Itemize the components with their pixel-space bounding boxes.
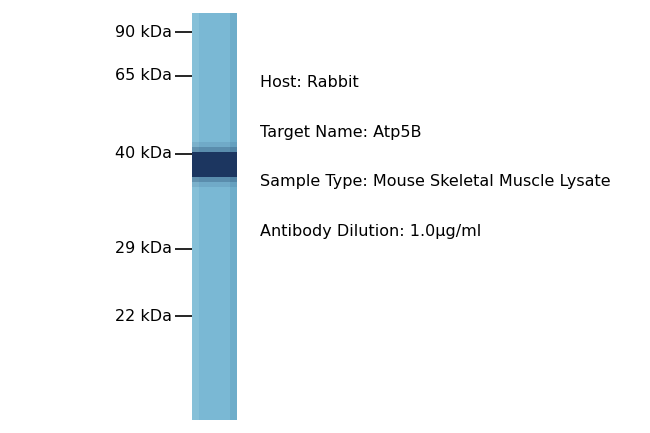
Text: Antibody Dilution: 1.0µg/ml: Antibody Dilution: 1.0µg/ml	[260, 224, 481, 239]
Text: Target Name: Atp5B: Target Name: Atp5B	[260, 125, 421, 139]
Text: 22 kDa: 22 kDa	[115, 309, 172, 323]
Text: 29 kDa: 29 kDa	[115, 242, 172, 256]
Bar	[192, 142, 237, 152]
Bar	[192, 177, 237, 187]
Bar	[192, 147, 237, 152]
Text: Sample Type: Mouse Skeletal Muscle Lysate: Sample Type: Mouse Skeletal Muscle Lysat…	[260, 174, 610, 189]
Text: 90 kDa: 90 kDa	[115, 25, 172, 40]
Bar	[230, 13, 237, 420]
Text: 65 kDa: 65 kDa	[115, 68, 172, 83]
Bar	[192, 152, 237, 177]
Text: 40 kDa: 40 kDa	[115, 146, 172, 161]
Bar	[192, 13, 237, 420]
Bar	[192, 177, 237, 182]
Text: Host: Rabbit: Host: Rabbit	[260, 75, 359, 90]
Bar	[192, 13, 199, 420]
